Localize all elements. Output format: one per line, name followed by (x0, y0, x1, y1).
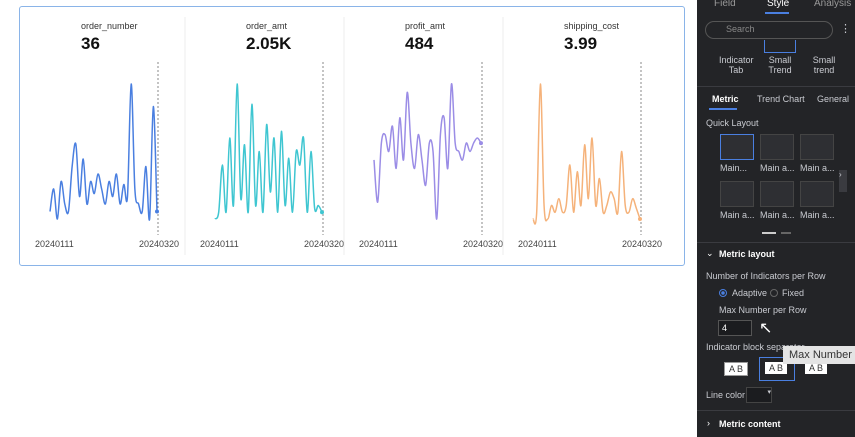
end-dot (479, 141, 483, 146)
layout-label[interactable]: Main a... (720, 210, 755, 220)
search-placeholder: Search (726, 24, 755, 34)
end-dot (320, 210, 324, 215)
layout-label[interactable]: Main a... (760, 210, 795, 220)
start-date: 20240111 (35, 239, 74, 249)
setting-label: Line color (706, 390, 746, 400)
trend-cards: order_number 36 20240111 20240320 order_amt 2… (35, 17, 662, 255)
subtab[interactable]: Trend Chart (757, 94, 805, 104)
trend-line (532, 83, 641, 225)
subtab[interactable]: Metric (712, 94, 739, 104)
trend-line (373, 83, 482, 220)
tab-underline (765, 12, 789, 14)
metric-value: 2.05K (246, 34, 292, 53)
metric-value: 484 (405, 34, 434, 53)
separator-option[interactable]: A B (724, 362, 748, 376)
radio[interactable] (770, 289, 778, 297)
start-date: 20240111 (518, 239, 557, 249)
radio-label[interactable]: Adaptive (732, 288, 768, 298)
layout-label[interactable]: Main a... (800, 163, 835, 173)
end-date: 20240320 (463, 239, 503, 249)
dashboard-card: order_number 36 20240111 20240320 order_amt 2… (19, 6, 685, 266)
layout-thumb[interactable] (720, 181, 754, 207)
metric-value: 3.99 (564, 34, 597, 53)
separator-option[interactable]: A B (765, 362, 787, 374)
setting-label: Max Number per Row (719, 305, 807, 315)
layout-thumb[interactable] (800, 134, 834, 160)
chart-type-icon[interactable] (764, 40, 796, 53)
layout-label[interactable]: Main... (720, 163, 748, 173)
layout-label[interactable]: Main a... (760, 163, 795, 173)
cursor: ↖ (759, 320, 773, 337)
tooltip: Max Number (783, 346, 855, 364)
chevron[interactable]: › (707, 418, 710, 428)
divider (697, 86, 855, 87)
chart-type-label[interactable]: Indicator Tab (719, 55, 754, 75)
start-date: 20240111 (359, 239, 398, 249)
layout-thumb[interactable] (800, 181, 834, 207)
trend-line (49, 83, 158, 221)
chart-type-label[interactable]: Small trend (812, 55, 836, 75)
next-arrow[interactable]: › (839, 170, 847, 192)
style-panel: Field Style Analysis Search ⋮ Indicator … (697, 0, 855, 437)
radio[interactable] (719, 289, 727, 297)
metric-name: order_number (81, 21, 138, 31)
pager-dot[interactable] (781, 232, 791, 234)
chevron[interactable]: ⌄ (706, 248, 714, 258)
metric-name: order_amt (246, 21, 288, 31)
subtab[interactable]: General (817, 94, 850, 104)
end-dot (155, 209, 159, 214)
chart-type-label[interactable]: Small Trend (768, 55, 792, 75)
layout-thumb[interactable] (760, 134, 794, 160)
end-dot (638, 217, 642, 221)
layout-thumb[interactable] (760, 181, 794, 207)
layout-label[interactable]: Main a... (800, 210, 835, 220)
tab[interactable]: Field (714, 0, 736, 9)
metric-name: shipping_cost (564, 21, 620, 31)
section-title[interactable]: Metric layout (719, 249, 775, 259)
end-date: 20240320 (139, 239, 179, 249)
divider (697, 242, 855, 243)
section-label: Quick Layout (706, 118, 759, 128)
start-date: 20240111 (200, 239, 239, 249)
radio-label[interactable]: Fixed (782, 288, 805, 298)
tab[interactable]: Analysis (814, 0, 852, 9)
end-date: 20240320 (622, 239, 662, 249)
divider (697, 410, 855, 411)
layout-thumb[interactable] (720, 134, 754, 160)
metric-value: 36 (81, 34, 100, 53)
setting-label: Indicator block separator (706, 342, 805, 352)
color-dropdown[interactable]: ▾ (746, 387, 772, 403)
separator-option[interactable]: A B (805, 362, 827, 374)
end-date: 20240320 (304, 239, 344, 249)
pager-dot[interactable] (762, 232, 776, 234)
section-title[interactable]: Metric content (719, 419, 781, 429)
setting-label: Number of Indicators per Row (706, 271, 826, 281)
tab[interactable]: Style (767, 0, 790, 9)
search-box[interactable] (705, 21, 833, 39)
subtab-underline (709, 108, 737, 110)
number-input[interactable]: 4 (722, 323, 728, 333)
trend-line (214, 83, 323, 220)
more-icon[interactable]: ⋮ (840, 23, 851, 35)
metric-name: profit_amt (405, 21, 446, 31)
